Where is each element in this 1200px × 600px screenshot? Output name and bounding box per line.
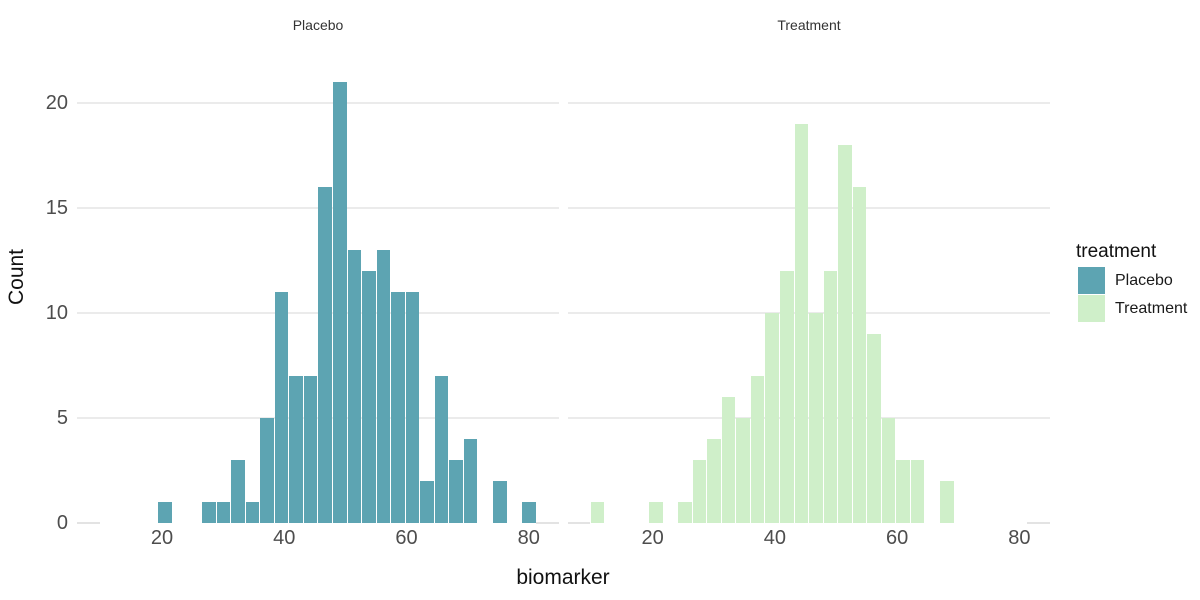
x-tick-label-40: 40 [273, 527, 296, 549]
gridline-y15 [77, 206, 560, 209]
legend-key-placebo-swatch [1078, 267, 1105, 294]
histogram-bar-placebo [434, 375, 449, 523]
histogram-bar-placebo [347, 249, 362, 523]
histogram-bar-treatment [896, 459, 910, 523]
histogram-bar-treatment [707, 438, 721, 523]
y-tick-label-10: 10 [45, 301, 68, 324]
histogram-bar-treatment [750, 375, 765, 523]
zero-gridline-left-stub [77, 521, 100, 524]
y-axis-title: Count [5, 248, 28, 306]
histogram-bar-treatment [852, 186, 867, 523]
histogram-bar-placebo [231, 459, 245, 523]
y-tick-label-0: 0 [56, 511, 68, 534]
x-tick-label-80: 80 [1008, 527, 1031, 549]
gridline-y20 [567, 101, 1050, 104]
legend-label-placebo: Placebo [1115, 272, 1173, 289]
facet-label-treatment: Treatment [777, 17, 841, 33]
histogram-bar-placebo [216, 501, 231, 523]
histogram-bar-placebo [362, 270, 376, 523]
histogram-bar-placebo [405, 291, 420, 523]
histogram-bar-placebo [391, 291, 405, 523]
histogram-bar-placebo [245, 501, 260, 523]
histogram-bar-placebo [303, 375, 318, 523]
histogram-bar-treatment [692, 459, 707, 523]
histogram-bar-treatment [838, 144, 852, 523]
histogram-bar-treatment [678, 501, 692, 523]
histogram-bar-placebo [158, 501, 172, 523]
histogram-bar-treatment [765, 312, 779, 523]
gridline-y10 [77, 311, 560, 314]
gridline-y10 [567, 311, 1050, 314]
legend-key-treatment-swatch [1078, 295, 1105, 322]
y-tick-label-20: 20 [45, 91, 68, 114]
histogram-bar-treatment [940, 480, 954, 523]
histogram-bar-placebo [522, 501, 536, 523]
legend-item-treatment: Treatment [1076, 295, 1187, 323]
zero-gridline-right-stub [1026, 521, 1050, 524]
histogram-bar-placebo [376, 249, 391, 523]
histogram-bar-treatment [881, 417, 896, 523]
histogram-bar-treatment [649, 501, 663, 523]
x-tick-label-60: 60 [395, 527, 418, 549]
zero-gridline-left-stub [567, 521, 591, 524]
legend-title: treatment [1076, 241, 1157, 262]
x-axis-title: biomarker [516, 566, 610, 589]
facet-label-placebo: Placebo [292, 17, 344, 33]
histogram-bar-placebo [449, 459, 463, 523]
histogram-bar-treatment [721, 396, 736, 523]
histogram-bar-placebo [260, 417, 274, 523]
histogram-bar-treatment [910, 459, 925, 523]
histogram-bar-placebo [274, 291, 289, 523]
histogram-bar-treatment [809, 312, 823, 523]
gridline-y5 [77, 416, 560, 419]
legend-item-placebo: Placebo [1076, 267, 1173, 295]
gridline-y15 [567, 206, 1050, 209]
histogram-bar-placebo [318, 186, 332, 523]
y-tick-label-15: 15 [45, 196, 68, 219]
histogram-bar-placebo [332, 81, 347, 523]
histogram-bar-treatment [736, 417, 750, 523]
x-tick-label-80: 80 [517, 527, 540, 549]
histogram-bar-placebo [202, 501, 216, 523]
histogram-bar-treatment [823, 270, 838, 523]
x-tick-label-20: 20 [641, 527, 664, 549]
histogram-bar-treatment [780, 270, 794, 523]
histogram-bar-placebo [463, 438, 478, 523]
histogram-bar-treatment [590, 501, 605, 523]
histogram-bar-treatment [867, 333, 881, 523]
gridline-y20 [77, 101, 560, 104]
zero-gridline-right-stub [536, 521, 560, 524]
histogram-bar-treatment [794, 123, 809, 523]
x-tick-label-60: 60 [886, 527, 909, 549]
histogram-bar-placebo [420, 480, 434, 523]
x-tick-label-40: 40 [763, 527, 787, 549]
legend-label-treatment: Treatment [1115, 300, 1188, 317]
legend: treatment Placebo Treatment [1076, 240, 1187, 323]
gridline-y5 [567, 416, 1050, 419]
histogram-bar-placebo [492, 480, 507, 523]
x-tick-label-20: 20 [150, 527, 174, 549]
histogram-bar-placebo [289, 375, 303, 523]
y-tick-label-5: 5 [56, 406, 68, 429]
